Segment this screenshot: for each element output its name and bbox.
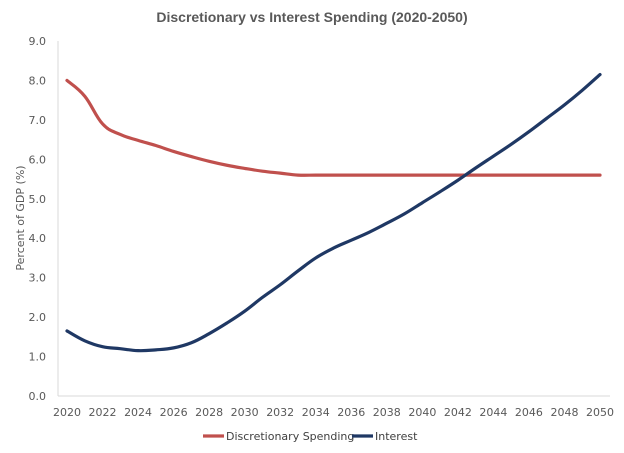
x-tick-label: 2028 (195, 406, 223, 419)
y-tick-label: 4.0 (29, 232, 47, 245)
legend-label: Discretionary Spending (226, 430, 354, 443)
legend: Discretionary Spending Interest (203, 430, 418, 443)
y-tick-label: 8.0 (29, 74, 47, 87)
x-tick-label: 2030 (231, 406, 259, 419)
x-tick-label: 2046 (515, 406, 543, 419)
x-tick-label: 2044 (479, 406, 507, 419)
chart-title: Discretionary vs Interest Spending (2020… (156, 9, 467, 25)
y-axis-ticks: 0.0 1.0 2.0 3.0 4.0 5.0 6.0 7.0 8.0 9.0 (29, 35, 47, 403)
x-tick-label: 2034 (302, 406, 330, 419)
y-axis-label: Percent of GDP (%) (14, 165, 27, 270)
x-tick-label: 2040 (408, 406, 436, 419)
y-tick-label: 0.0 (29, 390, 47, 403)
legend-label: Interest (375, 430, 418, 443)
x-tick-label: 2048 (550, 406, 578, 419)
x-tick-label: 2020 (53, 406, 81, 419)
x-tick-label: 2050 (586, 406, 614, 419)
y-tick-label: 5.0 (29, 193, 47, 206)
legend-item: Discretionary Spending (203, 430, 354, 443)
x-axis-ticks: 2020 2022 2024 2026 2028 2030 2032 2034 2036 2038… (53, 406, 614, 419)
x-tick-label: 2022 (89, 406, 117, 419)
series-line-discretionary-spending (65, 78, 602, 177)
series-line-interest (65, 72, 602, 353)
x-tick-label: 2036 (337, 406, 365, 419)
y-tick-label: 3.0 (29, 272, 47, 285)
x-tick-label: 2032 (266, 406, 294, 419)
x-tick-label: 2024 (124, 406, 152, 419)
y-tick-label: 7.0 (29, 114, 47, 127)
y-tick-label: 1.0 (29, 351, 47, 364)
series-group (65, 72, 602, 353)
y-tick-label: 2.0 (29, 311, 47, 324)
x-tick-label: 2026 (160, 406, 188, 419)
legend-item: Interest (352, 430, 418, 443)
y-tick-label: 6.0 (29, 153, 47, 166)
y-tick-label: 9.0 (29, 35, 47, 48)
x-tick-label: 2038 (373, 406, 401, 419)
x-tick-label: 2042 (444, 406, 472, 419)
